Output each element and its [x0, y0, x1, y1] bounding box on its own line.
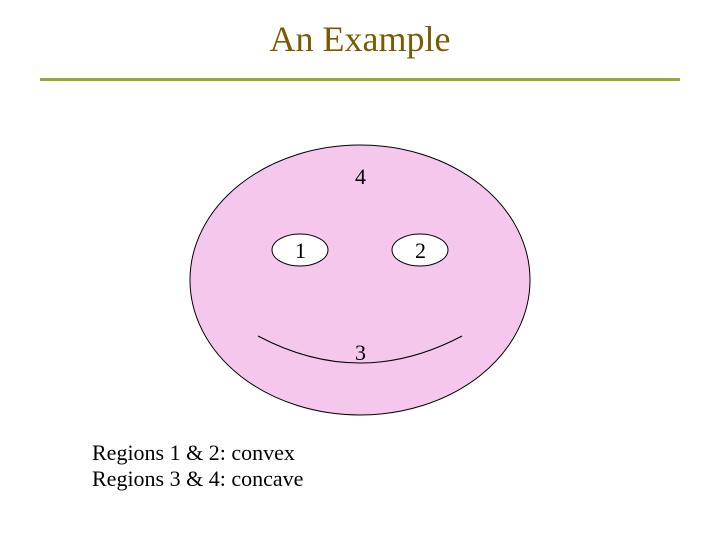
- label-4: 4: [355, 164, 366, 189]
- slide: An Example 4 1 2 3 Regions 1 & 2: convex…: [0, 0, 720, 540]
- caption-line-1: Regions 1 & 2: convex: [92, 440, 303, 466]
- caption-line-2: Regions 3 & 4: concave: [92, 466, 303, 492]
- label-1: 1: [295, 238, 306, 263]
- label-2: 2: [415, 238, 426, 263]
- label-3: 3: [355, 340, 366, 365]
- caption: Regions 1 & 2: convex Regions 3 & 4: con…: [92, 440, 303, 493]
